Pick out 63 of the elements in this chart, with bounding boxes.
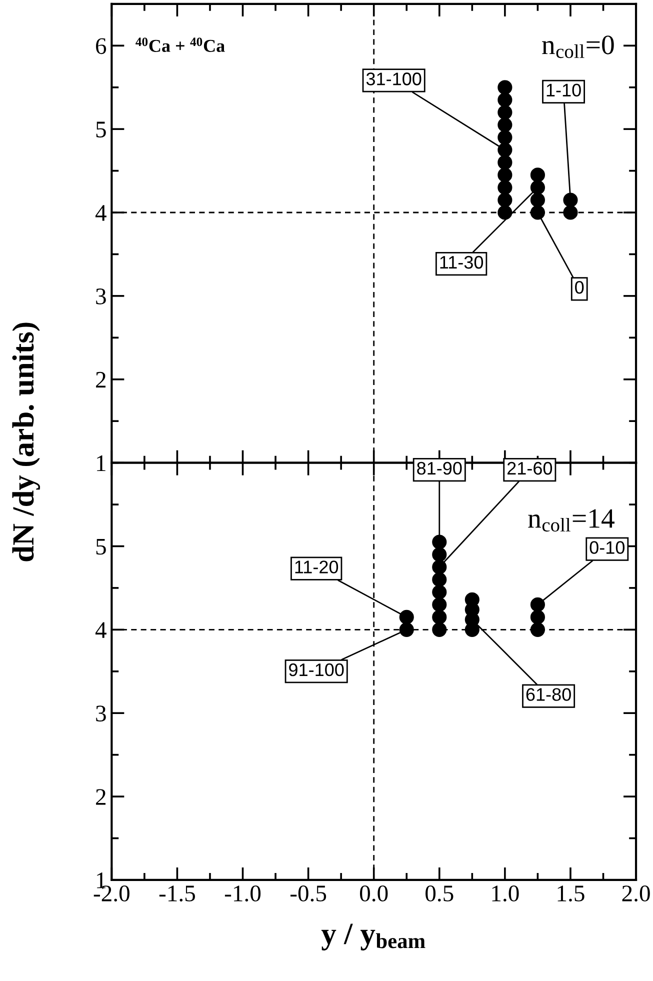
y-tick-label: 1 — [97, 455, 106, 471]
point — [498, 142, 512, 158]
point — [498, 130, 512, 145]
point — [498, 105, 512, 120]
annotation: n$_{coll}$=0 — [542, 36, 614, 58]
y-tick-label: 2 — [96, 789, 106, 805]
y-tick-label: 2 — [96, 372, 106, 388]
point — [432, 547, 447, 562]
point — [498, 192, 512, 208]
point — [399, 610, 414, 624]
annotation: $^{40}$Ca + $^{40}$Ca — [136, 38, 225, 52]
x-tick-label: 0.0 — [360, 886, 388, 902]
y-tick-label: 3 — [96, 706, 106, 722]
point — [530, 180, 545, 195]
x-tick-label: -1.0 — [224, 886, 261, 902]
point — [530, 205, 545, 220]
point — [432, 584, 447, 600]
annotation: 11-30 — [440, 256, 484, 269]
point — [498, 118, 512, 132]
x-tick-label: 0.5 — [426, 886, 454, 902]
point — [432, 572, 447, 587]
point — [498, 168, 512, 182]
point — [498, 80, 512, 95]
point — [432, 534, 447, 550]
point — [563, 205, 578, 220]
point — [530, 597, 545, 612]
y-tick-label: 3 — [96, 288, 106, 304]
annotation: 0-10 — [590, 541, 625, 554]
annotation: 61-80 — [526, 688, 571, 701]
annotation: 31-100 — [366, 72, 422, 86]
annotation: 81-90 — [417, 462, 462, 475]
point — [432, 560, 447, 574]
point — [530, 622, 545, 637]
point — [498, 155, 512, 170]
point — [432, 597, 447, 612]
point — [563, 192, 578, 208]
y-tick-label: 5 — [96, 122, 106, 138]
annotation: n$_{coll}$=14 — [528, 509, 614, 532]
x-axis-title: y / y$_{beam}$ — [321, 924, 426, 950]
annotation: 11-20 — [295, 560, 338, 574]
point — [530, 610, 545, 624]
annotation: 0 — [575, 280, 584, 294]
annotation: 91-100 — [289, 663, 344, 676]
x-tick-label: 2.0 — [622, 886, 650, 902]
y-tick-label: 5 — [96, 538, 106, 555]
point — [464, 592, 480, 607]
point — [498, 92, 512, 108]
point — [432, 622, 447, 637]
x-tick-label: -1.5 — [159, 886, 195, 902]
point — [530, 168, 545, 182]
point — [399, 622, 414, 637]
point — [498, 180, 512, 195]
x-tick-label: -0.5 — [290, 886, 326, 902]
x-tick-label: 1.0 — [492, 886, 519, 902]
point — [530, 192, 545, 208]
x-tick-label: 1.5 — [558, 886, 584, 902]
y-tick-label: 4 — [95, 205, 106, 221]
y-tick-label: 4 — [95, 622, 106, 638]
y-axis-title: dN /dy (arb. units) — [12, 322, 40, 562]
point — [432, 610, 447, 624]
annotation: 21-60 — [507, 462, 552, 475]
y-tick-label: 6 — [96, 38, 106, 54]
annotation: 1-10 — [546, 84, 581, 96]
